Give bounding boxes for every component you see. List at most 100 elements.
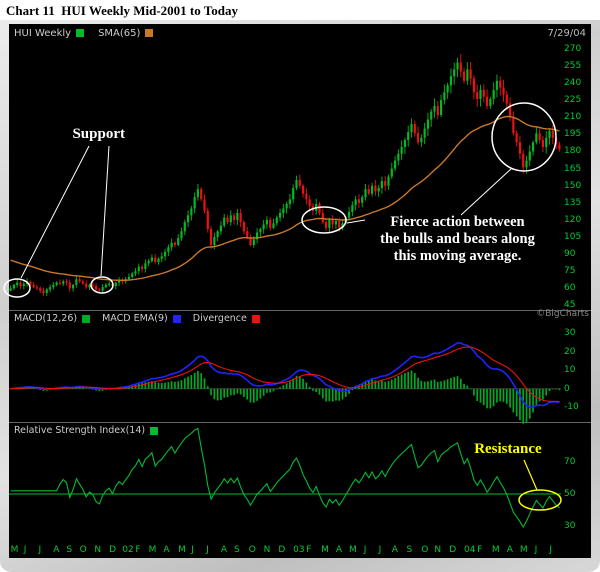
y-tick-label: 50 xyxy=(564,489,576,499)
x-axis-label: A xyxy=(220,545,228,555)
legend-item-rsi: Relative Strength Index(14) xyxy=(14,425,159,436)
legend-item-macd-ema: MACD EMA(9) xyxy=(102,313,181,324)
rsi-y-axis: 70 50 30 xyxy=(561,438,591,542)
chart-area: HUI Weekly SMA(65) 7/29/04 xyxy=(3,24,591,558)
recent-action-ellipse xyxy=(491,102,557,172)
macd-ema-label: MACD EMA(9) xyxy=(102,313,168,324)
x-axis-label: D xyxy=(449,545,457,555)
macd-label: MACD(12,26) xyxy=(14,313,78,324)
rsi-plot: Resistance xyxy=(9,427,562,542)
x-axis-label: J xyxy=(23,545,27,555)
fierce-pointer-line-1 xyxy=(346,219,366,224)
x-axis-label: A xyxy=(163,545,170,555)
price-annotation-overlay xyxy=(3,102,557,298)
legend-item-hui: HUI Weekly xyxy=(14,27,85,39)
y-tick-label: 30 xyxy=(564,328,576,339)
hui-series-label: HUI Weekly xyxy=(14,27,72,39)
x-axis-label: M xyxy=(349,545,357,555)
rsi-label: Relative Strength Index(14) xyxy=(14,425,146,436)
x-axis-label: O xyxy=(421,545,429,555)
divergence-label: Divergence xyxy=(192,313,247,324)
x-axis-label: J xyxy=(191,545,194,555)
support-ellipse-1 xyxy=(3,278,31,298)
rsi-legend: Relative Strength Index(14) xyxy=(9,423,591,438)
x-axis-label: A xyxy=(335,545,343,555)
legend-item-macd: MACD(12,26) xyxy=(14,313,91,324)
price-plot: Support Fierce action between the bulls … xyxy=(3,42,561,310)
annotation-support: Support xyxy=(72,126,125,143)
macd-y-axis: 30 20 10 0 -10 xyxy=(561,326,591,422)
sma-series-label: SMA(65) xyxy=(98,27,141,39)
y-tick-label: 30 xyxy=(564,521,576,531)
y-tick-label: 255 xyxy=(564,60,582,71)
y-tick-label: 180 xyxy=(564,146,582,157)
y-tick-label: 210 xyxy=(564,112,582,123)
support-ellipse-2 xyxy=(90,276,114,294)
y-tick-label: 135 xyxy=(564,197,582,208)
x-axis-label: N xyxy=(263,545,271,555)
page-title: Chart 11 HUI Weekly Mid-2001 to Today xyxy=(0,0,600,20)
support-pointer-line-2 xyxy=(100,145,110,277)
annotation-resistance: Resistance xyxy=(474,441,542,457)
resistance-pointer-line xyxy=(523,459,538,491)
price-panel: Support Fierce action between the bulls … xyxy=(3,42,591,319)
y-tick-label: 75 xyxy=(564,266,576,277)
x-axis-label: O xyxy=(79,545,87,555)
x-axis-label: J xyxy=(534,545,538,555)
x-axis-label: M xyxy=(148,545,157,555)
macd-chart xyxy=(9,342,561,424)
x-axis-label: O xyxy=(248,545,256,555)
panel-divider xyxy=(9,310,591,311)
y-tick-label: 225 xyxy=(564,95,582,106)
y-tick-label: 270 xyxy=(564,43,582,54)
hui-swatch-icon xyxy=(76,29,85,37)
legend-item-sma: SMA(65) xyxy=(98,27,154,39)
x-axis-label: N xyxy=(94,545,102,555)
y-tick-label: 60 xyxy=(564,283,576,294)
x-axis-label: J xyxy=(206,545,209,555)
y-tick-label: 0 xyxy=(564,383,570,394)
marble-frame: HUI Weekly SMA(65) 7/29/04 xyxy=(0,20,600,572)
fierce-pointer-line-2 xyxy=(460,167,513,216)
x-axis-label: S xyxy=(406,545,413,555)
macd-plot xyxy=(9,326,561,424)
x-axis-label: F xyxy=(135,545,141,555)
panel-divider xyxy=(9,422,591,423)
x-axis-label: D xyxy=(278,545,286,555)
y-tick-label: 120 xyxy=(564,214,582,225)
x-axis-label: M xyxy=(178,545,186,555)
price-legend: HUI Weekly SMA(65) 7/29/04 xyxy=(9,24,591,42)
x-axis: M J J A S O N D 02 F M A M J J A S O N D 03 F M A M J J A S O N D 04 F M A M… xyxy=(9,542,591,558)
macd-panel: 30 20 10 0 -10 xyxy=(9,326,591,424)
x-axis-label: F xyxy=(306,545,312,555)
y-tick-label: 90 xyxy=(564,249,576,260)
x-axis-label: S xyxy=(66,545,73,555)
rsi-panel: Resistance 70 50 30 xyxy=(9,427,591,542)
divergence-swatch-icon xyxy=(251,314,260,323)
x-axis-label: F xyxy=(477,545,483,555)
y-tick-label: 10 xyxy=(564,365,576,376)
y-tick-label: 195 xyxy=(564,129,582,140)
x-axis-label: M xyxy=(321,545,329,555)
sma-touch-ellipse xyxy=(301,206,347,234)
bigcharts-watermark: ©BigCharts xyxy=(536,309,589,319)
x-axis-label: N xyxy=(434,545,442,555)
macd-ema-swatch-icon xyxy=(172,314,181,323)
y-tick-label: 165 xyxy=(564,163,582,174)
y-tick-label: 150 xyxy=(564,180,582,191)
annotation-fierce-line-3: this moving average. xyxy=(393,247,522,264)
x-axis-label: D xyxy=(109,545,117,555)
resistance-ellipse xyxy=(518,489,562,511)
legend-item-divergence: Divergence xyxy=(193,313,260,324)
x-axis-label: J xyxy=(549,545,553,555)
price-y-axis: 270 255 240 225 210 195 180 165 150 135 120 105 90 75… xyxy=(561,42,591,311)
x-axis-label: J xyxy=(38,545,42,555)
support-pointer-line-1 xyxy=(20,145,90,279)
rsi-chart xyxy=(9,427,561,528)
x-axis-label: 03 xyxy=(293,545,305,555)
annotation-fierce-line-2: the bulls and bears along xyxy=(380,230,535,247)
x-axis-label: A xyxy=(53,545,60,555)
x-axis-label: 04 xyxy=(464,545,476,555)
x-axis-label: J xyxy=(378,545,382,555)
